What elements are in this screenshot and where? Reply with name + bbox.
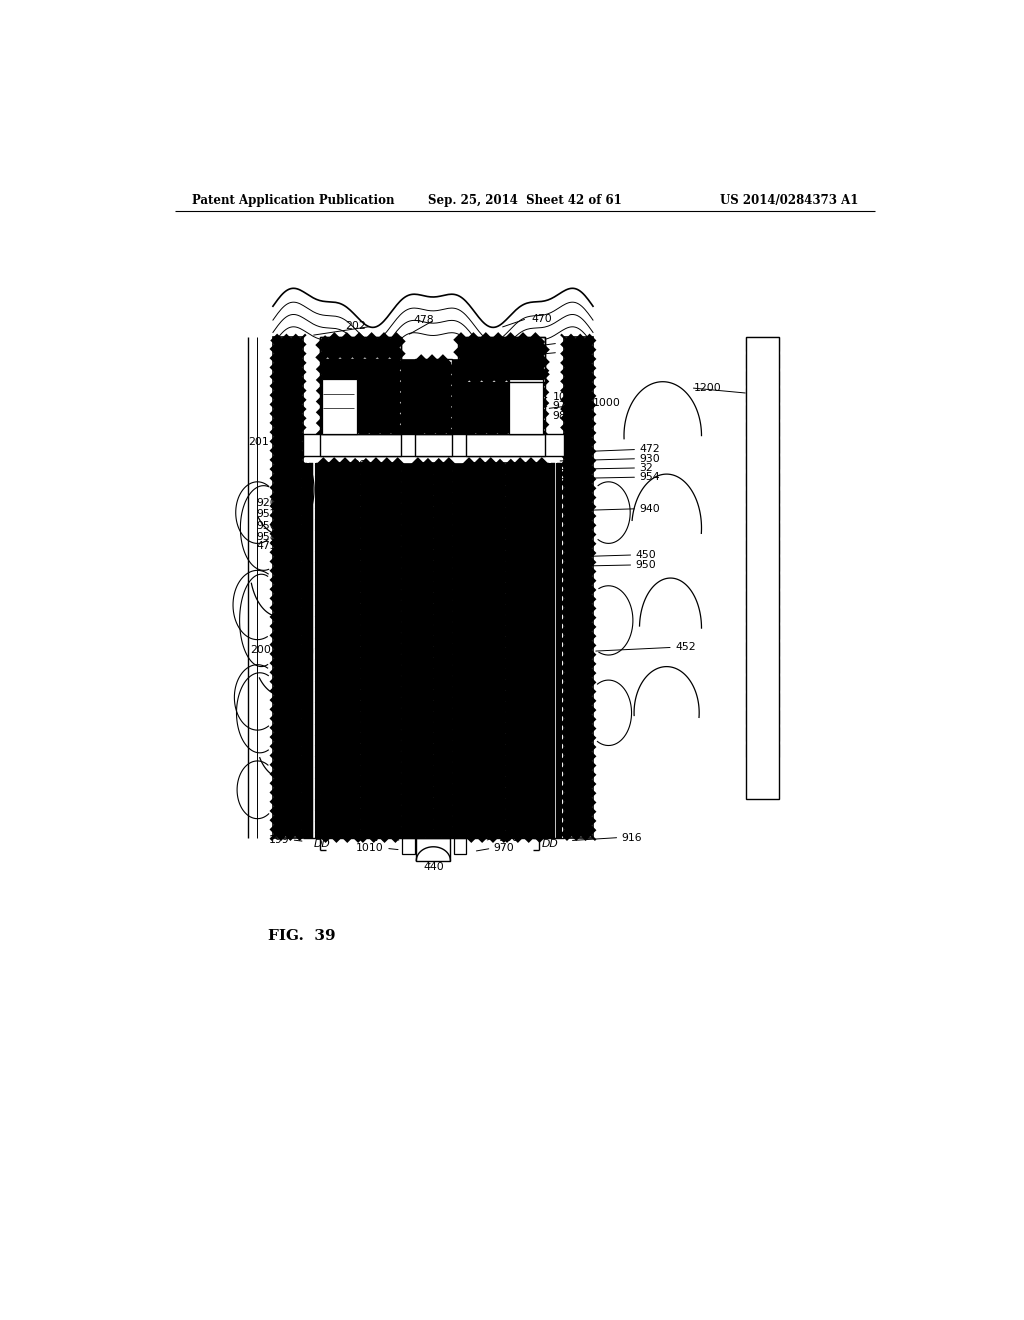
Bar — [415, 434, 452, 455]
Bar — [321, 337, 400, 359]
Text: 1030: 1030 — [451, 400, 478, 409]
Text: 980: 980 — [499, 833, 519, 842]
Bar — [458, 337, 545, 381]
Bar — [321, 462, 400, 838]
Text: 200: 200 — [251, 644, 271, 655]
Text: 34: 34 — [366, 467, 379, 478]
Text: 475: 475 — [256, 541, 276, 552]
Bar — [400, 462, 415, 838]
Text: US 2014/0284373 A1: US 2014/0284373 A1 — [720, 194, 858, 207]
Text: DD: DD — [542, 838, 559, 849]
Bar — [321, 462, 400, 838]
Text: 476: 476 — [367, 833, 388, 843]
Bar — [466, 462, 545, 838]
Text: 1000: 1000 — [593, 399, 621, 408]
Bar — [466, 434, 545, 455]
Bar — [452, 359, 466, 434]
Bar — [417, 838, 451, 861]
Text: 470: 470 — [531, 314, 552, 323]
Text: 471: 471 — [340, 426, 360, 437]
Text: 202: 202 — [345, 321, 366, 331]
Text: FIG.  39: FIG. 39 — [267, 929, 335, 942]
Text: 478: 478 — [414, 315, 434, 325]
Bar — [415, 462, 452, 838]
Bar — [415, 462, 452, 838]
Text: 974: 974 — [553, 401, 573, 412]
Bar — [303, 434, 563, 455]
Bar — [321, 337, 400, 359]
Text: 970: 970 — [494, 843, 514, 853]
Bar — [321, 359, 400, 434]
Text: 950: 950 — [636, 560, 656, 570]
Bar — [563, 337, 593, 838]
Bar — [509, 379, 544, 434]
Text: 36: 36 — [352, 459, 366, 470]
Bar — [454, 838, 466, 854]
Bar — [746, 337, 779, 799]
Text: 986: 986 — [553, 411, 573, 421]
Bar — [458, 337, 545, 381]
Text: 32: 32 — [640, 463, 653, 473]
Text: 473: 473 — [342, 440, 362, 450]
Bar — [466, 359, 545, 434]
Text: 452: 452 — [675, 643, 695, 652]
Bar — [273, 337, 303, 838]
Text: 1010: 1010 — [356, 843, 384, 853]
Bar — [322, 379, 356, 434]
Bar — [545, 462, 549, 838]
Text: 199: 199 — [268, 834, 289, 845]
Text: 930: 930 — [640, 454, 660, 463]
Text: 201: 201 — [248, 437, 269, 446]
Text: 440: 440 — [423, 862, 443, 871]
Text: 940: 940 — [640, 504, 660, 513]
Bar — [452, 462, 466, 838]
Bar — [551, 462, 555, 838]
Bar — [321, 337, 400, 359]
Bar — [415, 359, 452, 434]
Text: 954: 954 — [640, 473, 660, 482]
Bar — [466, 359, 545, 434]
Bar — [309, 462, 313, 838]
Bar — [400, 359, 415, 434]
Text: 1200: 1200 — [693, 383, 722, 393]
Bar — [466, 337, 545, 359]
Text: 450: 450 — [636, 550, 656, 560]
Text: 952: 952 — [256, 510, 276, 519]
Bar — [563, 337, 593, 838]
Bar — [402, 838, 415, 854]
Bar — [273, 337, 303, 838]
Text: 956: 956 — [256, 521, 276, 532]
Text: DD: DD — [314, 838, 331, 849]
Bar — [415, 359, 452, 434]
Bar — [321, 359, 400, 434]
Bar — [315, 462, 319, 838]
Text: Sep. 25, 2014  Sheet 42 of 61: Sep. 25, 2014 Sheet 42 of 61 — [428, 194, 622, 207]
Text: 916: 916 — [622, 833, 642, 842]
Text: Patent Application Publication: Patent Application Publication — [191, 194, 394, 207]
Bar — [466, 462, 545, 838]
Bar — [557, 462, 561, 838]
Text: 472: 472 — [640, 445, 660, 454]
Text: 958: 958 — [256, 532, 276, 543]
Text: 920: 920 — [256, 499, 276, 508]
Text: 479: 479 — [562, 347, 583, 358]
Bar — [321, 434, 400, 455]
Bar — [303, 462, 307, 838]
Text: 474: 474 — [562, 338, 583, 348]
Text: 1004: 1004 — [553, 392, 581, 403]
